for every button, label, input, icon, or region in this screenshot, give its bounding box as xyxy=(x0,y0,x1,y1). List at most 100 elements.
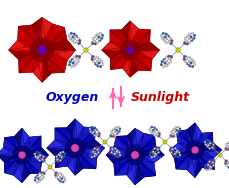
Circle shape xyxy=(151,150,153,152)
Polygon shape xyxy=(194,123,201,140)
Circle shape xyxy=(60,176,63,178)
Circle shape xyxy=(207,168,210,170)
Circle shape xyxy=(190,39,192,42)
Circle shape xyxy=(182,58,184,61)
Circle shape xyxy=(165,36,168,38)
Circle shape xyxy=(56,159,58,161)
Circle shape xyxy=(187,36,189,38)
Circle shape xyxy=(98,62,100,64)
Polygon shape xyxy=(141,58,151,71)
Circle shape xyxy=(41,159,44,161)
Polygon shape xyxy=(46,50,75,53)
Polygon shape xyxy=(134,166,144,185)
Circle shape xyxy=(168,41,170,43)
Circle shape xyxy=(224,164,226,166)
Polygon shape xyxy=(114,164,128,175)
Polygon shape xyxy=(55,154,66,168)
Polygon shape xyxy=(63,140,94,150)
Circle shape xyxy=(109,134,112,137)
Circle shape xyxy=(62,181,64,183)
Circle shape xyxy=(175,131,177,133)
Circle shape xyxy=(97,147,100,150)
Circle shape xyxy=(204,164,206,167)
Circle shape xyxy=(57,153,60,155)
Circle shape xyxy=(176,150,178,152)
Circle shape xyxy=(224,144,226,146)
Polygon shape xyxy=(73,152,75,175)
Circle shape xyxy=(61,157,63,159)
Circle shape xyxy=(119,40,140,60)
Circle shape xyxy=(225,161,227,163)
Circle shape xyxy=(208,147,210,150)
Polygon shape xyxy=(132,52,150,71)
Polygon shape xyxy=(109,30,127,47)
Circle shape xyxy=(212,144,214,146)
Circle shape xyxy=(162,140,166,144)
Polygon shape xyxy=(101,42,119,50)
Circle shape xyxy=(156,134,158,136)
Polygon shape xyxy=(106,155,121,164)
Polygon shape xyxy=(4,156,19,162)
Polygon shape xyxy=(42,17,52,37)
Polygon shape xyxy=(20,158,22,183)
Circle shape xyxy=(83,48,88,52)
Polygon shape xyxy=(66,128,73,145)
Polygon shape xyxy=(0,153,19,155)
Circle shape xyxy=(60,154,63,156)
Polygon shape xyxy=(55,149,71,156)
Circle shape xyxy=(96,148,98,150)
Polygon shape xyxy=(22,128,24,152)
Circle shape xyxy=(59,180,61,182)
Circle shape xyxy=(114,147,116,150)
Circle shape xyxy=(101,34,104,37)
Circle shape xyxy=(208,160,210,163)
Polygon shape xyxy=(81,158,95,169)
Polygon shape xyxy=(46,148,64,156)
Polygon shape xyxy=(23,158,30,174)
Circle shape xyxy=(56,173,58,175)
Polygon shape xyxy=(28,40,75,53)
Circle shape xyxy=(162,65,164,68)
Circle shape xyxy=(113,153,115,155)
Circle shape xyxy=(48,165,52,169)
Polygon shape xyxy=(137,29,150,39)
Circle shape xyxy=(208,142,210,144)
Circle shape xyxy=(189,38,191,40)
Circle shape xyxy=(38,159,41,161)
Circle shape xyxy=(193,63,195,66)
Circle shape xyxy=(177,130,180,133)
Circle shape xyxy=(152,153,154,155)
Circle shape xyxy=(189,36,191,38)
Circle shape xyxy=(155,154,157,156)
Polygon shape xyxy=(175,159,188,170)
Polygon shape xyxy=(4,161,13,173)
Circle shape xyxy=(111,134,113,136)
Circle shape xyxy=(168,55,172,59)
Circle shape xyxy=(112,136,114,138)
Circle shape xyxy=(169,37,171,40)
Circle shape xyxy=(175,153,177,155)
Circle shape xyxy=(76,41,79,43)
Circle shape xyxy=(186,63,188,65)
Circle shape xyxy=(192,37,194,39)
Circle shape xyxy=(178,154,180,156)
Circle shape xyxy=(94,153,96,155)
Polygon shape xyxy=(22,166,30,183)
Circle shape xyxy=(112,154,114,156)
Circle shape xyxy=(112,128,114,130)
Circle shape xyxy=(71,39,73,42)
Circle shape xyxy=(96,42,98,44)
Circle shape xyxy=(153,127,155,129)
Circle shape xyxy=(228,147,229,150)
Circle shape xyxy=(94,35,96,37)
Circle shape xyxy=(172,136,174,138)
Circle shape xyxy=(211,161,213,163)
Circle shape xyxy=(173,129,175,131)
Polygon shape xyxy=(174,157,184,169)
Circle shape xyxy=(71,60,74,62)
Polygon shape xyxy=(140,50,159,59)
Polygon shape xyxy=(126,136,133,152)
Circle shape xyxy=(152,151,154,153)
Circle shape xyxy=(159,63,162,66)
Circle shape xyxy=(171,134,173,136)
